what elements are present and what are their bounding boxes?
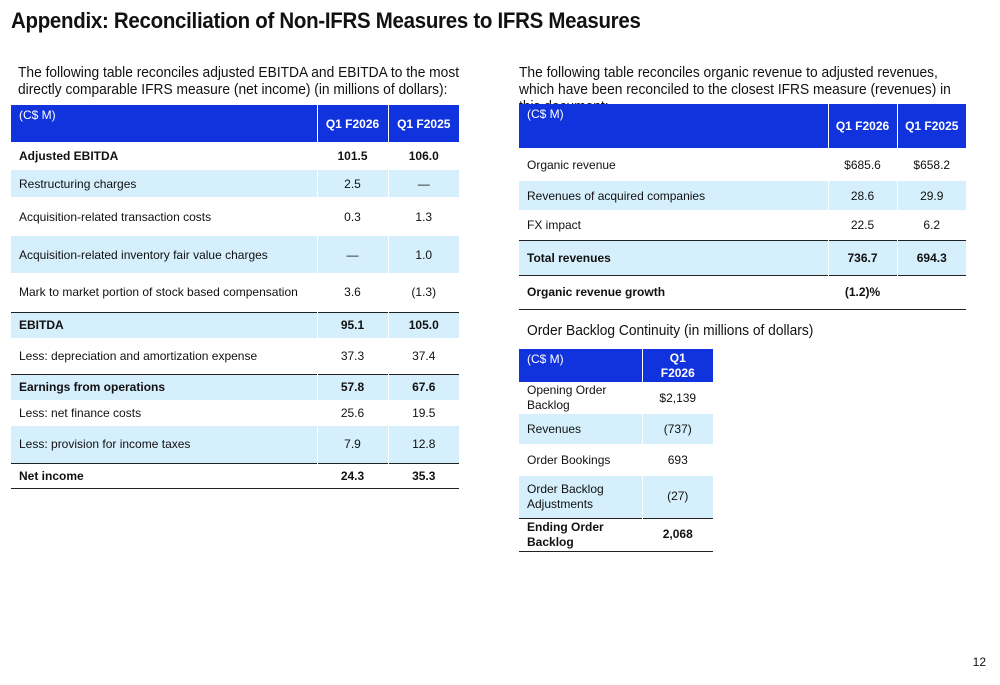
page-title: Appendix: Reconciliation of Non-IFRS Mea…: [11, 8, 641, 33]
column-header-label: (C$ M): [519, 104, 829, 148]
row-value-q1-f2026: 28.6: [827, 181, 897, 210]
table-row: Opening Order Backlog $2,139: [519, 382, 713, 414]
row-label: Opening Order Backlog: [527, 383, 607, 412]
table-row: Order Backlog Adjustments (27): [519, 476, 713, 518]
row-value-q1-f2025: 37.4: [387, 338, 459, 374]
row-value-q1-f2025: 29.9: [896, 181, 966, 210]
table-row: Total revenues 736.7 694.3: [519, 239, 966, 275]
row-value-q1-f2026: 24.3: [316, 462, 388, 489]
row-label: Adjusted EBITDA: [19, 149, 119, 163]
table-row: Acquisition-related transaction costs 0.…: [11, 197, 459, 236]
table-header-row: (C$ M) Q1 F2026: [519, 349, 713, 382]
row-value-q1-f2025: [897, 274, 966, 310]
table-row: Less: provision for income taxes 7.9 12.…: [11, 426, 459, 463]
row-value-q1-f2026: —: [316, 236, 388, 273]
ebitda-intro: The following table reconciles adjusted …: [18, 65, 460, 98]
row-value-q1-f2026: $685.6: [827, 148, 897, 181]
table-row: Order Bookings 693: [519, 444, 713, 476]
row-value-q1-f2025: 1.3: [387, 197, 459, 236]
row-value-q1-f2026: 693: [641, 444, 713, 476]
table-row: Earnings from operations 57.8 67.6: [11, 373, 459, 400]
row-label: Restructuring charges: [11, 170, 317, 197]
table-row: Organic revenue $685.6 $658.2: [519, 148, 966, 181]
row-value-q1-f2026: 95.1: [316, 311, 388, 338]
row-value-q1-f2025: —: [387, 170, 459, 197]
row-label: Order Bookings: [527, 452, 611, 467]
table-row: Less: net finance costs 25.6 19.5: [11, 400, 459, 426]
row-value-q1-f2025: 106.0: [387, 142, 459, 170]
row-label: Less: provision for income taxes: [11, 426, 317, 463]
page-number: 12: [972, 655, 986, 669]
table-row: FX impact 22.5 6.2: [519, 210, 966, 240]
row-value-q1-f2026: 37.3: [316, 338, 388, 374]
table-row: Mark to market portion of stock based co…: [11, 273, 459, 312]
row-value-q1-f2026: (27): [641, 476, 713, 518]
row-value-q1-f2026: 25.6: [316, 400, 388, 426]
row-value-q1-f2025: (1.3): [387, 273, 459, 312]
row-label: Earnings from operations: [11, 373, 317, 400]
row-value-q1-f2025: 19.5: [387, 400, 459, 426]
table-row: Net income 24.3 35.3: [11, 462, 459, 489]
row-value-q1-f2025: 694.3: [896, 239, 966, 275]
table-row: Ending Order Backlog 2,068: [519, 517, 713, 552]
table-row: EBITDA 95.1 105.0: [11, 311, 459, 338]
table-header-row: (C$ M) Q1 F2026 Q1 F2025: [11, 105, 459, 142]
row-value-q1-f2025: 1.0: [387, 236, 459, 273]
table-row: Restructuring charges 2.5 —: [11, 170, 459, 197]
table-header-row: (C$ M) Q1 F2026 Q1 F2025: [519, 104, 966, 148]
row-value-q1-f2026: $2,139: [641, 382, 713, 414]
table-row: Acquisition-related inventory fair value…: [11, 236, 459, 273]
row-value-q1-f2026: 101.5: [316, 142, 388, 170]
row-value-q1-f2026: 22.5: [827, 210, 897, 240]
table-row: Less: depreciation and amortization expe…: [11, 338, 459, 374]
row-label: Total revenues: [519, 239, 828, 275]
row-label: Less: net finance costs: [19, 406, 142, 420]
row-value-q1-f2026: 2.5: [316, 170, 388, 197]
column-header-q1-f2026: Q1 F2026: [642, 349, 713, 382]
table-row: Revenues of acquired companies 28.6 29.9: [519, 181, 966, 210]
row-label: Revenues: [519, 414, 642, 444]
column-header-label: (C$ M): [519, 349, 643, 382]
row-value-q1-f2025: 35.3: [387, 462, 459, 489]
row-value-q1-f2025: $658.2: [896, 148, 966, 181]
row-label: Less: depreciation and amortization expe…: [19, 348, 258, 363]
table-row: Revenues (737): [519, 414, 713, 444]
row-label: Net income: [11, 462, 317, 489]
column-header-q1-f2025: Q1 F2025: [897, 104, 966, 148]
order-backlog-table: (C$ M) Q1 F2026 Opening Order Backlog $2…: [519, 349, 713, 552]
organic-revenue-table: (C$ M) Q1 F2026 Q1 F2025 Organic revenue…: [519, 104, 966, 310]
column-header-q1-f2025: Q1 F2025: [388, 105, 459, 142]
table-row: Adjusted EBITDA 101.5 106.0: [11, 142, 459, 170]
column-header-q1-f2026: Q1 F2026: [317, 105, 389, 142]
table-row: Organic revenue growth (1.2)%: [519, 274, 966, 310]
row-label: Organic revenue growth: [519, 274, 828, 310]
row-label: Order Backlog Adjustments: [519, 476, 642, 518]
column-header-q1-f2026: Q1 F2026: [828, 104, 898, 148]
row-value-q1-f2026: 3.6: [316, 273, 388, 312]
row-value-q1-f2025: 105.0: [387, 311, 459, 338]
row-value-q1-f2026: 736.7: [827, 239, 897, 275]
row-value-q1-f2026: 2,068: [641, 517, 713, 552]
ebitda-reconciliation-table: (C$ M) Q1 F2026 Q1 F2025 Adjusted EBITDA…: [11, 105, 459, 489]
row-label: FX impact: [527, 217, 582, 232]
row-label: Revenues of acquired companies: [519, 181, 828, 210]
row-label: EBITDA: [11, 311, 317, 338]
row-label: Ending Order Backlog: [519, 517, 642, 552]
row-value-q1-f2026: 57.8: [316, 373, 388, 400]
column-header-label: (C$ M): [11, 105, 318, 142]
row-value-q1-f2025: 67.6: [387, 373, 459, 400]
row-value-q1-f2025: 6.2: [896, 210, 966, 240]
row-value-q1-f2026: 7.9: [316, 426, 388, 463]
row-value-q1-f2026: 0.3: [316, 197, 388, 236]
order-backlog-title: Order Backlog Continuity (in millions of…: [527, 323, 814, 339]
row-label: Organic revenue: [527, 157, 616, 172]
row-value-q1-f2026: (1.2)%: [828, 274, 897, 310]
row-value-q1-f2026: (737): [641, 414, 713, 444]
row-label: Acquisition-related inventory fair value…: [11, 236, 317, 273]
row-label: Acquisition-related transaction costs: [19, 209, 212, 224]
row-value-q1-f2025: 12.8: [387, 426, 459, 463]
row-label: Mark to market portion of stock based co…: [19, 285, 298, 300]
